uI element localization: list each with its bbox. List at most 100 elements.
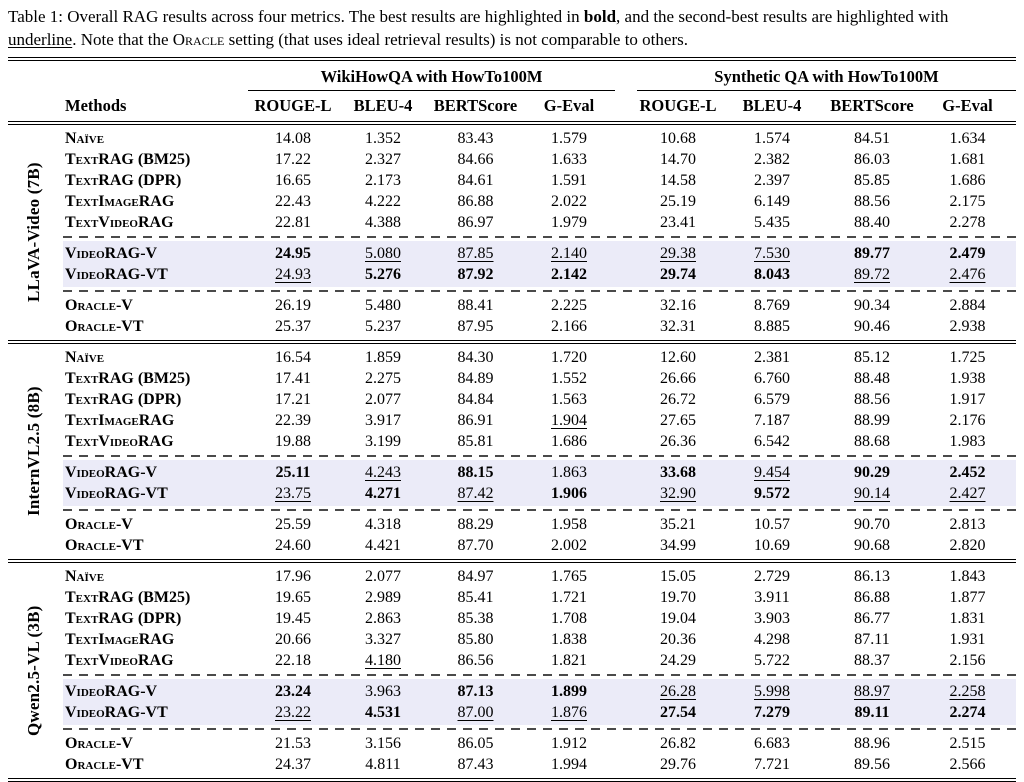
- metric-value: 1.979: [551, 214, 587, 231]
- metric-value: 8.043: [754, 266, 790, 283]
- metric-value: 4.318: [365, 516, 401, 533]
- table-body: LLaVA-Video (7B) Naïve 14.08 1.352 83.43 1.57…: [8, 125, 1016, 782]
- metric-value: 4.243: [365, 464, 401, 481]
- metric-value: 85.41: [457, 589, 494, 606]
- metric-value: 2.176: [949, 412, 986, 429]
- metric-value: 1.938: [949, 370, 986, 387]
- metric-value: 3.963: [365, 683, 401, 700]
- group-gap: [615, 191, 637, 212]
- metric-value: 5.998: [754, 683, 790, 700]
- model-group: InternVL2.5 (8B) Naïve 16.54 1.859 84.30 1.72…: [8, 344, 1016, 559]
- dashed-separator: [63, 290, 1016, 292]
- metric-value: 32.90: [660, 485, 696, 502]
- metric-value: 85.12: [854, 349, 890, 366]
- metric-value: 25.59: [275, 516, 311, 533]
- metric-value: 5.480: [365, 297, 401, 314]
- metric-value: 1.877: [949, 589, 986, 606]
- method-name: Naïve: [65, 349, 105, 366]
- metric-value: 9.572: [754, 485, 790, 502]
- metric-value: 1.843: [949, 568, 986, 585]
- metric-value: 2.813: [949, 516, 986, 533]
- caption-underline-word: underline: [8, 30, 73, 49]
- method-name: VideoRAG-VT: [65, 266, 168, 283]
- metric-value: 84.61: [457, 172, 494, 189]
- metric-value: 4.222: [365, 193, 401, 210]
- metric-header-bleu-4: BLEU-4: [742, 96, 802, 115]
- caption-text: . Note that the: [72, 30, 173, 49]
- metric-value: 16.54: [275, 349, 311, 366]
- metric-value: 14.70: [660, 151, 696, 168]
- metric-value: 23.41: [660, 214, 696, 231]
- metric-value: 88.41: [457, 297, 494, 314]
- group-gap: [615, 608, 637, 629]
- metric-value: 1.859: [365, 349, 401, 366]
- metric-value: 8.885: [754, 318, 790, 335]
- dashed-separator: [63, 509, 1016, 511]
- rows-section: Oracle-V 21.53 3.156 86.05 1.912 26.82 6.683 88…: [8, 733, 1016, 775]
- metric-value: 7.187: [754, 412, 790, 429]
- table-row: TextRAG (BM25) 19.65 2.989 85.41 1.721 19.70 3…: [8, 587, 1016, 608]
- method-name: TextImageRAG: [65, 412, 175, 429]
- metric-header-g-eval: G-Eval: [543, 96, 595, 115]
- metric-value: 19.88: [275, 433, 311, 450]
- metric-value: 6.760: [754, 370, 790, 387]
- group-gap: [615, 681, 637, 702]
- metric-header-bleu-4: BLEU-4: [353, 96, 413, 115]
- metric-value: 86.88: [854, 589, 890, 606]
- method-name: Oracle-V: [65, 735, 133, 752]
- group-gap: [615, 128, 637, 149]
- table-row: VideoRAG-V 24.95 5.080 87.85 2.140 29.38 7.530…: [8, 243, 1016, 264]
- metric-value: 87.70: [457, 537, 494, 554]
- table-row: Naïve 17.96 2.077 84.97 1.765 15.05 2.729 86.13…: [8, 566, 1016, 587]
- metric-value: 6.149: [754, 193, 790, 210]
- metric-value: 88.15: [457, 464, 494, 481]
- table-top-rule: [8, 57, 1016, 61]
- metric-value: 4.388: [365, 214, 401, 231]
- metric-value: 90.70: [854, 516, 890, 533]
- metric-value: 2.427: [949, 485, 986, 502]
- gutter-spacer: [8, 95, 63, 116]
- metric-value: 89.72: [854, 266, 890, 283]
- metric-value: 24.95: [275, 245, 311, 262]
- metric-value: 1.931: [949, 631, 986, 648]
- metric-value: 17.22: [275, 151, 311, 168]
- metric-value: 3.917: [365, 412, 401, 429]
- group-gap: [615, 316, 637, 337]
- metric-header-rouge-l: ROUGE-L: [254, 96, 332, 115]
- metric-value: 88.99: [854, 412, 890, 429]
- metric-value: 1.552: [551, 370, 587, 387]
- metric-value: 29.76: [660, 756, 696, 773]
- metric-value: 86.05: [457, 735, 494, 752]
- metric-value: 87.42: [457, 485, 494, 502]
- method-name: VideoRAG-V: [65, 245, 158, 262]
- method-name: TextVideoRAG: [65, 652, 174, 669]
- table-row: Oracle-VT 24.37 4.811 87.43 1.994 29.76 7.721 8…: [8, 754, 1016, 775]
- table-row: Naïve 16.54 1.859 84.30 1.720 12.60 2.381 85.12…: [8, 347, 1016, 368]
- table-row: VideoRAG-V 25.11 4.243 88.15 1.863 33.68 9.454…: [8, 462, 1016, 483]
- metric-value: 88.96: [854, 735, 890, 752]
- metric-value: 83.43: [457, 130, 494, 147]
- gutter-spacer: [8, 295, 63, 316]
- method-name: VideoRAG-V: [65, 464, 158, 481]
- metric-value: 88.48: [854, 370, 890, 387]
- table-row: TextRAG (BM25) 17.22 2.327 84.66 1.633 14.70 2…: [8, 149, 1016, 170]
- metric-value: 1.574: [754, 130, 790, 147]
- metric-value: 86.97: [457, 214, 494, 231]
- gutter-spacer: [8, 702, 63, 723]
- metric-value: 25.37: [275, 318, 311, 335]
- metric-value: 2.275: [365, 370, 401, 387]
- metric-value: 1.721: [551, 589, 587, 606]
- metric-value: 4.298: [754, 631, 790, 648]
- method-name: TextRAG (BM25): [65, 589, 191, 606]
- metric-value: 6.579: [754, 391, 790, 408]
- metric-value: 7.279: [754, 704, 790, 721]
- gutter-spacer: [8, 191, 63, 212]
- gutter-spacer: [8, 608, 63, 629]
- metric-value: 7.530: [754, 245, 790, 262]
- gutter-spacer: [8, 347, 63, 368]
- group-gap: [615, 566, 637, 587]
- table-row: TextImageRAG 22.39 3.917 86.91 1.904 27.65 7.1…: [8, 410, 1016, 431]
- metric-value: 10.57: [754, 516, 790, 533]
- rows-section: Naïve 17.96 2.077 84.97 1.765 15.05 2.729 86.13…: [8, 566, 1016, 671]
- method-name: Naïve: [65, 130, 105, 147]
